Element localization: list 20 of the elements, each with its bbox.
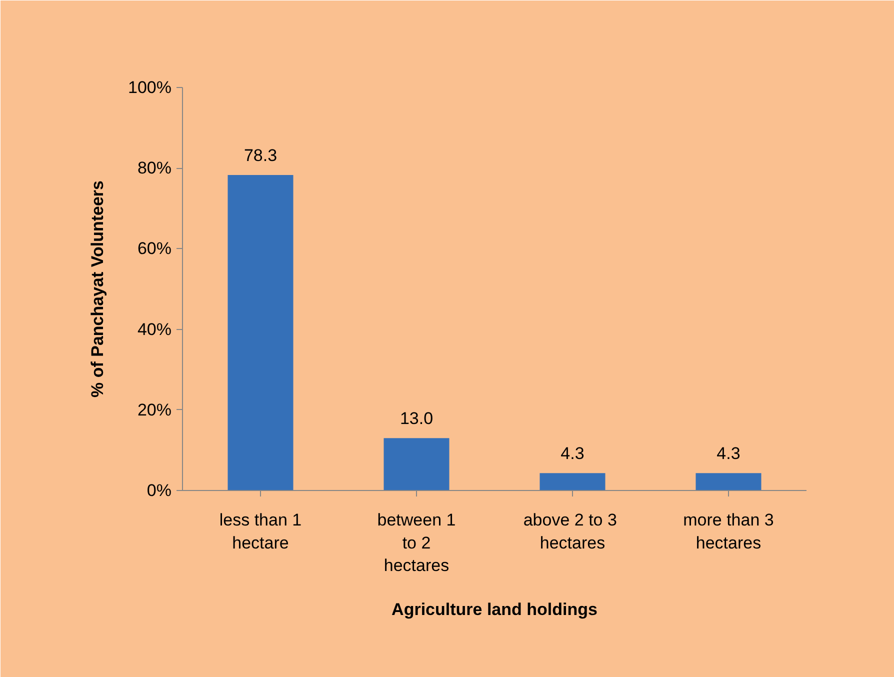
bar	[540, 473, 606, 490]
data-label: 4.3	[560, 444, 584, 464]
y-tick-label: 20%	[137, 400, 172, 420]
data-label: 4.3	[716, 444, 740, 464]
data-label: 13.0	[400, 409, 434, 428]
x-tick-label: above 2 to 3 hectares	[523, 510, 617, 552]
y-tick-label: 100%	[128, 78, 172, 97]
y-axis-title: % of Panchayat Volunteers	[88, 180, 108, 398]
x-tick-label: between 1 to 2 hectares	[377, 510, 456, 576]
bar	[384, 438, 450, 490]
y-tick-label: 0%	[146, 481, 172, 500]
bar	[228, 174, 294, 490]
x-tick-label: more than 3 hectares	[683, 510, 774, 552]
y-tick-label: 40%	[137, 320, 172, 339]
x-tick-label: less than 1 hectare	[219, 510, 302, 552]
y-tick-label: 80%	[137, 158, 172, 178]
y-tick-label: 60%	[137, 239, 172, 258]
x-axis-title: Agriculture land holdings	[392, 600, 598, 620]
data-label: 78.3	[244, 146, 278, 165]
bar	[696, 473, 762, 490]
